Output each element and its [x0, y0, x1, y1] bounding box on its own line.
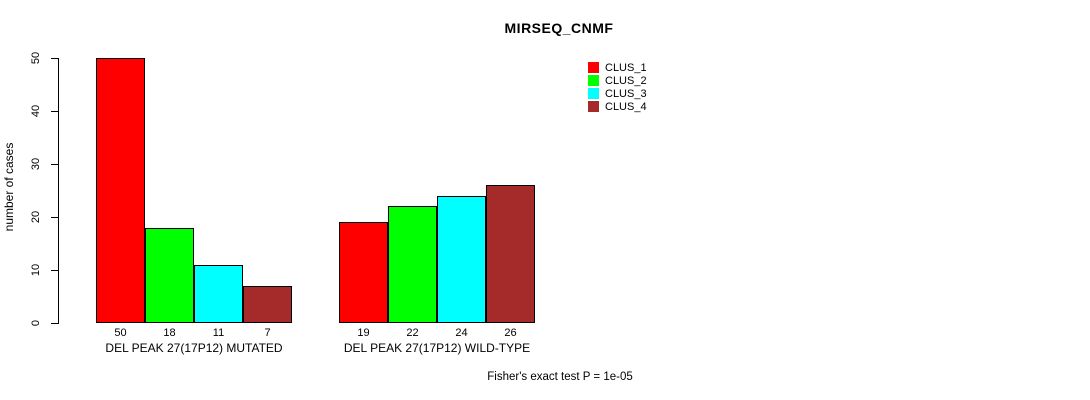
bar [194, 264, 243, 323]
legend-swatch [588, 101, 599, 112]
x-group-label: DEL PEAK 27(17P12) MUTATED [105, 341, 283, 355]
bar [96, 58, 145, 323]
y-tick-label: 40 [30, 104, 42, 118]
legend-label: CLUS_4 [605, 100, 647, 113]
bar [243, 285, 292, 323]
legend-label: CLUS_2 [605, 74, 647, 87]
y-tick-mark [51, 323, 58, 324]
y-tick-mark [51, 111, 58, 112]
legend-row: CLUS_3 [588, 87, 647, 100]
y-tick-label: 20 [30, 210, 42, 224]
legend-swatch [588, 62, 599, 73]
bar [388, 206, 437, 323]
bar [437, 195, 486, 323]
bar-value-label: 18 [163, 327, 176, 339]
chart-title: MIRSEQ_CNMF [504, 20, 614, 36]
y-tick-mark [51, 270, 58, 271]
legend: CLUS_1 CLUS_2 CLUS_3 CLUS_4 [588, 61, 647, 113]
x-group-label: DEL PEAK 27(17P12) WILD-TYPE [343, 341, 531, 355]
legend-row: CLUS_4 [588, 100, 647, 113]
bar-value-label: 7 [264, 327, 271, 339]
bar-value-label: 24 [455, 327, 468, 339]
bar-value-label: 50 [114, 327, 127, 339]
y-tick-label: 10 [30, 263, 42, 277]
legend-row: CLUS_2 [588, 74, 647, 87]
y-tick-label: 50 [30, 51, 42, 65]
legend-label: CLUS_1 [605, 61, 647, 74]
legend-label: CLUS_3 [605, 87, 647, 100]
bar-value-label: 19 [357, 327, 370, 339]
y-tick-label: 30 [30, 157, 42, 171]
annotation-text: Fisher's exact test P = 1e-05 [487, 371, 633, 383]
y-tick-label: 0 [30, 319, 42, 327]
y-axis-label: number of cases [2, 142, 16, 232]
bar [486, 185, 535, 323]
bar-value-label: 11 [212, 327, 225, 339]
legend-swatch [588, 75, 599, 86]
bar [145, 227, 194, 323]
y-axis-line [58, 58, 59, 324]
y-tick-mark [51, 58, 58, 59]
bar-value-label: 26 [504, 327, 517, 339]
bar-value-label: 22 [406, 327, 419, 339]
legend-row: CLUS_1 [588, 61, 647, 74]
y-tick-mark [51, 217, 58, 218]
legend-swatch [588, 88, 599, 99]
bar [339, 222, 388, 323]
y-tick-mark [51, 164, 58, 165]
